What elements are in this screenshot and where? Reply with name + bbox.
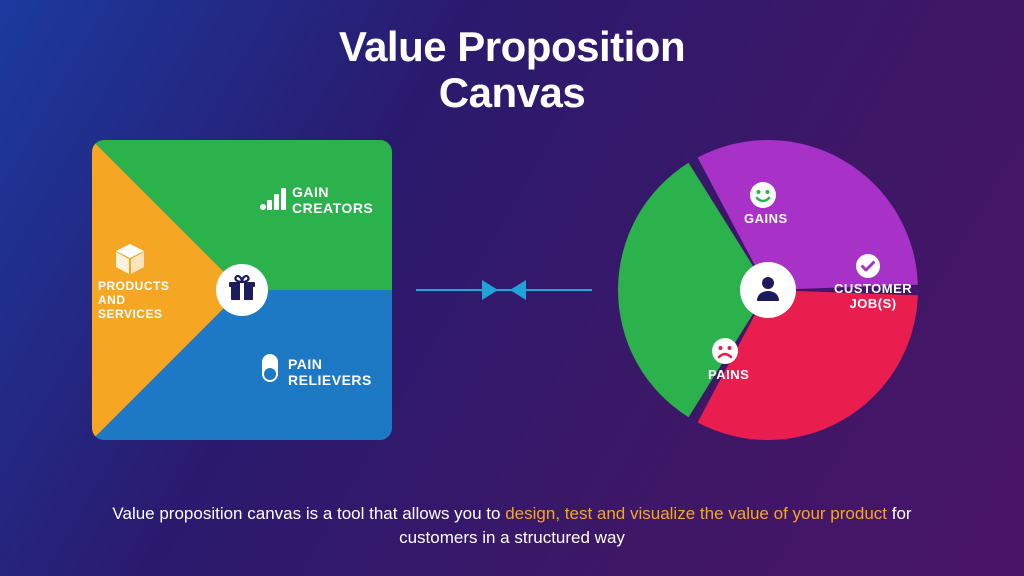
label-gain-creators: GAINCREATORS bbox=[292, 184, 373, 216]
title-line-2: Canvas bbox=[439, 69, 585, 116]
cube-icon bbox=[116, 244, 144, 279]
smile-icon bbox=[750, 182, 776, 213]
gift-icon bbox=[228, 274, 256, 307]
title-line-1: Value Proposition bbox=[339, 23, 685, 70]
arrow-left-icon bbox=[510, 280, 526, 300]
pill-icon bbox=[262, 354, 278, 387]
value-map-square: GAINCREATORS PAINRELIEVERS PRODUCTSANDSE… bbox=[92, 140, 392, 440]
label-pains: PAINS bbox=[708, 368, 749, 383]
user-icon bbox=[753, 273, 783, 308]
value-map-center bbox=[216, 264, 268, 316]
caption-text: Value proposition canvas is a tool that … bbox=[0, 502, 1024, 550]
arrow-right-icon bbox=[482, 280, 498, 300]
label-pain-relievers: PAINRELIEVERS bbox=[288, 356, 372, 388]
label-gains: GAINS bbox=[744, 212, 788, 227]
label-customer-jobs: CUSTOMERJOB(S) bbox=[834, 282, 912, 312]
customer-profile-circle: GAINS CUSTOMERJOB(S) PAINS bbox=[616, 138, 920, 442]
check-circle-icon bbox=[856, 254, 880, 283]
customer-profile-center bbox=[740, 262, 796, 318]
caption-pre: Value proposition canvas is a tool that … bbox=[112, 504, 505, 523]
page-title: Value Proposition Canvas bbox=[0, 24, 1024, 116]
bar-chart-icon bbox=[260, 188, 286, 215]
label-products-services: PRODUCTSANDSERVICES bbox=[98, 280, 169, 321]
frown-icon bbox=[712, 338, 738, 369]
fit-connector bbox=[396, 284, 612, 296]
caption-highlight: design, test and visualize the value of … bbox=[505, 504, 887, 523]
connector-line bbox=[416, 289, 592, 291]
